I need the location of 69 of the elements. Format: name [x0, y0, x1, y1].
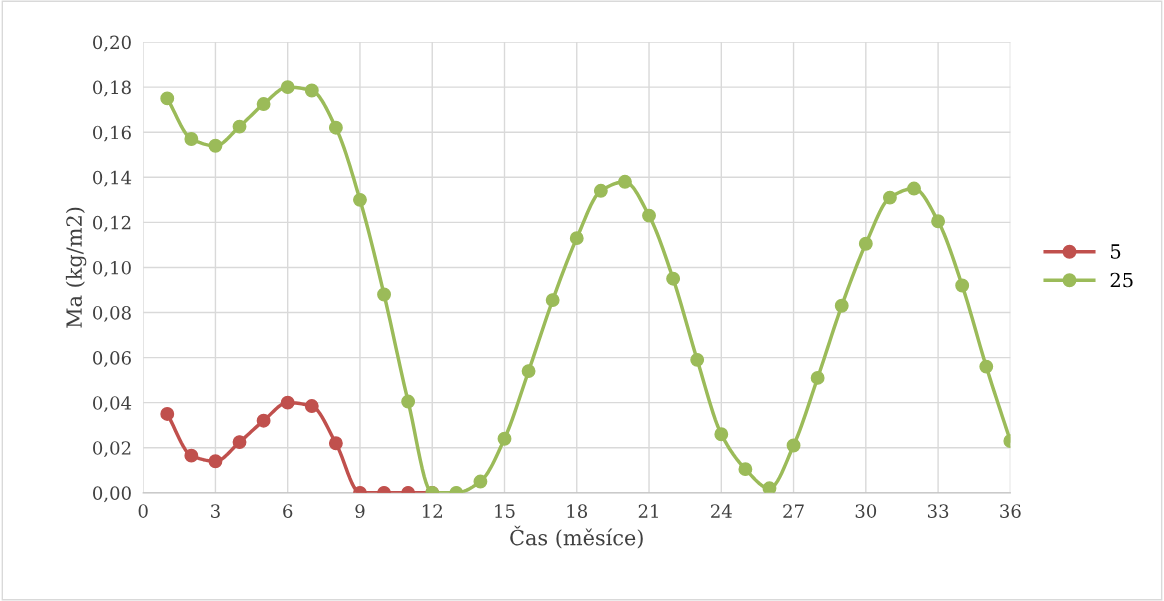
point — [304, 83, 319, 98]
point — [690, 352, 705, 367]
point — [714, 427, 729, 442]
y-tick-label: 0,08 — [93, 305, 131, 322]
x-tick-label: 21 — [638, 504, 658, 518]
legend-label: 5 — [1111, 244, 1121, 259]
point — [545, 293, 560, 308]
point — [328, 120, 343, 135]
point — [304, 399, 319, 413]
legend-label: 25 — [1110, 272, 1133, 288]
point — [232, 119, 247, 134]
point — [931, 214, 946, 229]
point — [521, 364, 536, 379]
y-tick-label: 0,10 — [93, 260, 131, 277]
point — [497, 431, 512, 446]
x-tick-label: 0 — [138, 504, 148, 518]
y-tick-label: 0,12 — [93, 215, 131, 232]
point — [160, 406, 175, 421]
point — [232, 435, 247, 450]
y-tick-label: 0,20 — [93, 35, 131, 52]
point — [256, 413, 271, 428]
y-tick-label: 0,16 — [93, 125, 131, 142]
point — [979, 359, 994, 374]
point — [473, 474, 488, 489]
y-tick-label: 0,04 — [93, 396, 132, 412]
point — [280, 80, 295, 95]
point — [280, 395, 295, 410]
y-tick-label: 0,18 — [93, 80, 131, 97]
x-tick-label: 15 — [495, 504, 515, 518]
x-tick-label: 27 — [783, 504, 804, 518]
point — [208, 138, 223, 153]
point — [786, 438, 801, 453]
point — [569, 231, 584, 246]
x-tick-label: 30 — [855, 504, 877, 518]
x-tick-label: 6 — [283, 504, 293, 518]
point — [617, 174, 632, 189]
point — [184, 448, 199, 463]
point — [834, 298, 849, 313]
point — [328, 436, 343, 451]
point — [882, 190, 897, 205]
x-tick-label: 24 — [711, 504, 732, 518]
point — [208, 454, 223, 469]
point — [907, 181, 921, 196]
y-tick-label: 0,00 — [93, 486, 131, 503]
point — [858, 236, 873, 251]
point — [353, 192, 367, 207]
point — [810, 370, 825, 385]
point — [593, 183, 608, 198]
point — [377, 287, 392, 302]
point — [762, 481, 777, 493]
point — [666, 271, 681, 286]
y-tick-label: 0,14 — [93, 170, 132, 187]
point — [642, 208, 656, 223]
x-tick-label: 36 — [1000, 504, 1021, 518]
x-tick-label: 33 — [927, 504, 949, 518]
y-axis-title: Ma (kg/m2) — [65, 207, 87, 328]
x-tick-label: 18 — [567, 504, 588, 518]
x-tick-label: 3 — [211, 504, 220, 518]
y-tick-label: 0,06 — [93, 351, 131, 367]
point — [184, 132, 199, 146]
point — [401, 394, 416, 409]
point — [955, 278, 970, 293]
x-tick-label: 12 — [422, 504, 442, 518]
point — [160, 91, 175, 106]
x-axis-title: Čas (měsíce) — [510, 525, 643, 549]
point — [738, 462, 753, 477]
x-tick-label: 9 — [355, 504, 365, 518]
point — [256, 97, 271, 111]
y-tick-label: 0,02 — [93, 441, 131, 458]
